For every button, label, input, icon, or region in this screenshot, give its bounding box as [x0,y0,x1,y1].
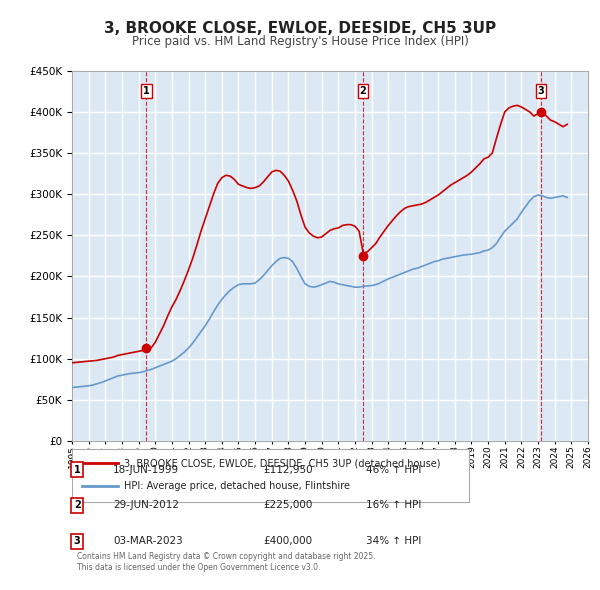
Text: Contains HM Land Registry data © Crown copyright and database right 2025.
This d: Contains HM Land Registry data © Crown c… [77,552,376,572]
Text: 1: 1 [143,86,149,96]
Text: 3: 3 [74,536,80,546]
Text: 2: 2 [74,500,80,510]
Text: 29-JUN-2012: 29-JUN-2012 [113,500,179,510]
Text: 34% ↑ HPI: 34% ↑ HPI [366,536,421,546]
Text: £225,000: £225,000 [263,500,312,510]
Text: HPI: Average price, detached house, Flintshire: HPI: Average price, detached house, Flin… [124,481,350,491]
Text: 16% ↑ HPI: 16% ↑ HPI [366,500,421,510]
Text: £112,950: £112,950 [263,465,313,475]
Text: Price paid vs. HM Land Registry's House Price Index (HPI): Price paid vs. HM Land Registry's House … [131,35,469,48]
Text: 2: 2 [360,86,367,96]
Text: 3, BROOKE CLOSE, EWLOE, DEESIDE, CH5 3UP (detached house): 3, BROOKE CLOSE, EWLOE, DEESIDE, CH5 3UP… [124,458,440,468]
Text: 18-JUN-1999: 18-JUN-1999 [113,465,179,475]
FancyBboxPatch shape [72,448,469,501]
Text: 3: 3 [538,86,544,96]
Text: 46% ↑ HPI: 46% ↑ HPI [366,465,421,475]
Text: 1: 1 [74,465,80,475]
Text: £400,000: £400,000 [263,536,312,546]
Text: 3, BROOKE CLOSE, EWLOE, DEESIDE, CH5 3UP: 3, BROOKE CLOSE, EWLOE, DEESIDE, CH5 3UP [104,21,496,35]
Text: 03-MAR-2023: 03-MAR-2023 [113,536,183,546]
